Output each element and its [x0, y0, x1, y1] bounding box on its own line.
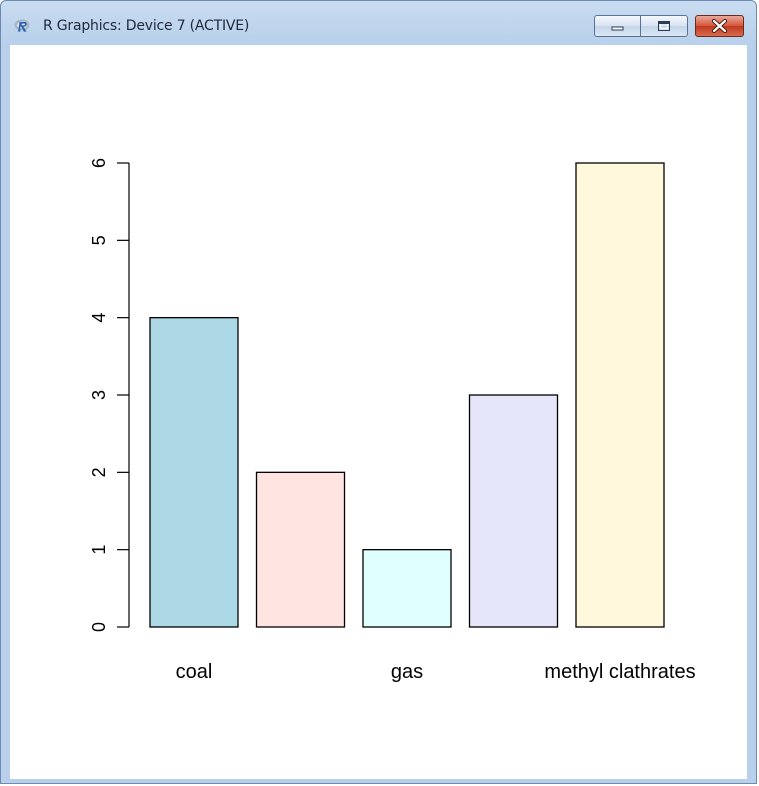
y-tick-label: 0: [89, 622, 109, 632]
bar-1: [255, 471, 346, 628]
x-category-label: coal: [176, 661, 213, 683]
close-icon: [712, 19, 727, 33]
minimize-button[interactable]: [594, 15, 641, 37]
maximize-button[interactable]: [640, 15, 688, 37]
window-title: R Graphics: Device 7 (ACTIVE): [43, 18, 250, 34]
plot-area: 0 1 2 3 4 5 6 coal gas methyl clathrates: [10, 45, 747, 779]
x-category-label: gas: [391, 661, 423, 683]
x-category-label: methyl clathrates: [544, 661, 695, 683]
title-bar[interactable]: R Graphics: Device 7 (ACTIVE): [1, 1, 756, 45]
bar-chart: 0 1 2 3 4 5 6 coal gas methyl clathrates: [89, 158, 696, 683]
r-logo-icon: [14, 19, 30, 32]
y-tick-label: 2: [89, 467, 109, 477]
y-tick-label: 6: [89, 158, 109, 168]
y-tick-label: 4: [89, 313, 109, 323]
bar-2: [362, 549, 452, 628]
bar-4: [575, 162, 665, 628]
y-tick-label: 1: [89, 545, 109, 555]
y-tick-label: 3: [89, 390, 109, 400]
minimize-icon: [611, 26, 624, 31]
y-tick-label: 5: [89, 235, 109, 245]
bar-0: [149, 317, 239, 628]
maximize-icon: [658, 21, 670, 31]
close-button[interactable]: [695, 15, 744, 37]
bar-3: [468, 394, 559, 628]
